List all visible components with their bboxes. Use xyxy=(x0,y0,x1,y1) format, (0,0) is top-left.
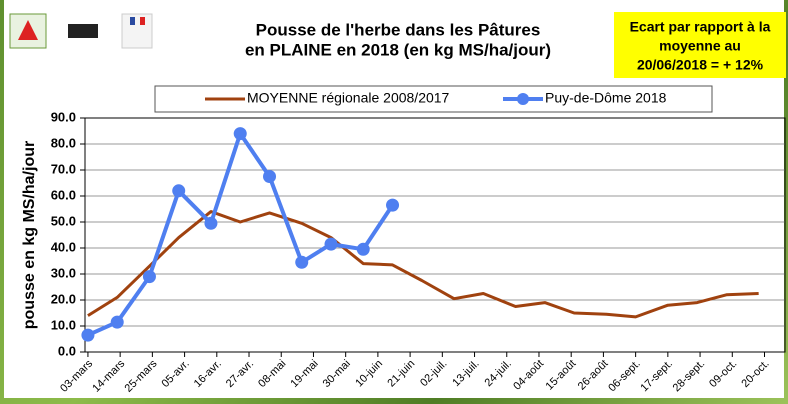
y-tick-label: 0.0 xyxy=(58,343,76,358)
logo xyxy=(122,14,152,48)
y-tick-label: 50.0 xyxy=(51,213,76,228)
marker xyxy=(295,256,308,269)
y-tick-label: 10.0 xyxy=(51,317,76,332)
annotation: Ecart par rapport à la xyxy=(630,19,771,35)
y-tick-label: 80.0 xyxy=(51,135,76,150)
marker xyxy=(172,184,185,197)
legend-label: MOYENNE régionale 2008/2017 xyxy=(247,90,450,106)
chart-title: en PLAINE en 2018 (en kg MS/ha/jour) xyxy=(245,40,551,59)
marker xyxy=(325,238,338,251)
y-axis-title: pousse en kg MS/ha/jour xyxy=(21,141,38,329)
chart-title: Pousse de l'herbe dans les Pâtures xyxy=(256,20,541,39)
marker xyxy=(386,199,399,212)
page: {"chart_data": {"type": "line", "title":… xyxy=(0,0,788,404)
y-tick-label: 90.0 xyxy=(51,109,76,124)
marker xyxy=(204,217,217,230)
legend-marker xyxy=(517,93,529,105)
marker xyxy=(234,127,247,140)
logo-shape xyxy=(140,17,145,25)
marker xyxy=(111,316,124,329)
marker xyxy=(357,243,370,256)
y-tick-label: 60.0 xyxy=(51,187,76,202)
y-tick-label: 40.0 xyxy=(51,239,76,254)
marker xyxy=(81,329,94,342)
annotation: moyenne au xyxy=(659,38,741,54)
marker xyxy=(143,270,156,283)
annotation: 20/06/2018 = + 12% xyxy=(637,57,764,73)
y-tick-label: 30.0 xyxy=(51,265,76,280)
chart: Pousse de l'herbe dans les Pâtures en PL… xyxy=(0,0,788,404)
logo-shape xyxy=(130,17,135,25)
y-tick-label: 70.0 xyxy=(51,161,76,176)
logo xyxy=(68,24,98,38)
legend-label: Puy-de-Dôme 2018 xyxy=(545,90,667,106)
y-tick-label: 20.0 xyxy=(51,291,76,306)
marker xyxy=(263,170,276,183)
